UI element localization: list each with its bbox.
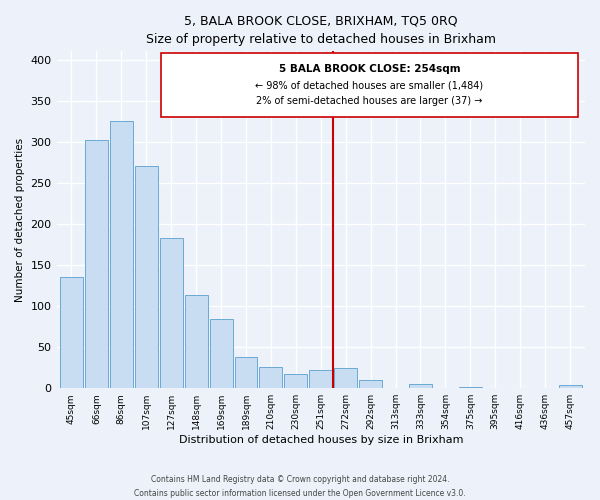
Bar — [559, 385, 581, 388]
Y-axis label: Number of detached properties: Number of detached properties — [15, 138, 25, 302]
Bar — [209, 319, 233, 388]
Bar — [160, 238, 182, 388]
Title: 5, BALA BROOK CLOSE, BRIXHAM, TQ5 0RQ
Size of property relative to detached hous: 5, BALA BROOK CLOSE, BRIXHAM, TQ5 0RQ Si… — [146, 15, 496, 46]
FancyBboxPatch shape — [161, 53, 578, 117]
Bar — [85, 140, 108, 388]
Bar — [359, 380, 382, 388]
Bar — [310, 370, 332, 388]
Bar — [409, 384, 432, 388]
X-axis label: Distribution of detached houses by size in Brixham: Distribution of detached houses by size … — [179, 435, 463, 445]
Bar — [334, 368, 357, 388]
Bar — [110, 121, 133, 388]
Bar — [235, 357, 257, 388]
Bar — [185, 296, 208, 388]
Text: ← 98% of detached houses are smaller (1,484): ← 98% of detached houses are smaller (1,… — [256, 80, 484, 90]
Bar — [284, 374, 307, 388]
Text: Contains HM Land Registry data © Crown copyright and database right 2024.
Contai: Contains HM Land Registry data © Crown c… — [134, 476, 466, 498]
Bar — [459, 386, 482, 388]
Text: 2% of semi-detached houses are larger (37) →: 2% of semi-detached houses are larger (3… — [256, 96, 482, 106]
Bar — [259, 367, 283, 388]
Text: 5 BALA BROOK CLOSE: 254sqm: 5 BALA BROOK CLOSE: 254sqm — [278, 64, 460, 74]
Bar — [135, 166, 158, 388]
Bar — [60, 278, 83, 388]
